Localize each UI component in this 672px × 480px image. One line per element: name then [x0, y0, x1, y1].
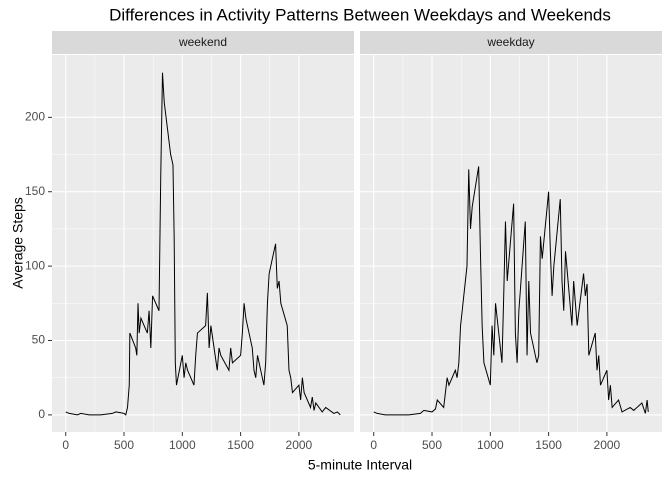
y-tick-label: 200: [25, 110, 45, 124]
data-line: [373, 166, 649, 416]
x-tick-label: 500: [422, 438, 442, 452]
data-line: [65, 72, 341, 416]
strip-label: weekday: [486, 35, 534, 49]
strip-background: [360, 31, 662, 54]
x-tick-label: 1500: [535, 438, 562, 452]
strip-label: weekend: [178, 35, 227, 49]
x-tick-label: 500: [114, 438, 134, 452]
strip-background: [52, 31, 354, 54]
y-tick-label: 0: [38, 407, 45, 421]
panel-background: [360, 55, 662, 432]
x-tick-label: 0: [370, 438, 377, 452]
chart-title: Differences in Activity Patterns Between…: [109, 5, 611, 24]
x-axis-label: 5-minute Interval: [308, 457, 412, 473]
y-axis-label: Average Steps: [10, 197, 26, 289]
panel-background: [52, 55, 354, 432]
x-tick-label: 1000: [169, 438, 196, 452]
x-tick-label: 1500: [227, 438, 254, 452]
x-tick-label: 0: [62, 438, 69, 452]
y-tick-label: 150: [25, 184, 45, 198]
x-tick-label: 2000: [594, 438, 621, 452]
x-tick-label: 1000: [477, 438, 504, 452]
y-tick-label: 100: [25, 258, 45, 272]
y-tick-label: 50: [32, 333, 46, 347]
x-tick-label: 2000: [286, 438, 313, 452]
